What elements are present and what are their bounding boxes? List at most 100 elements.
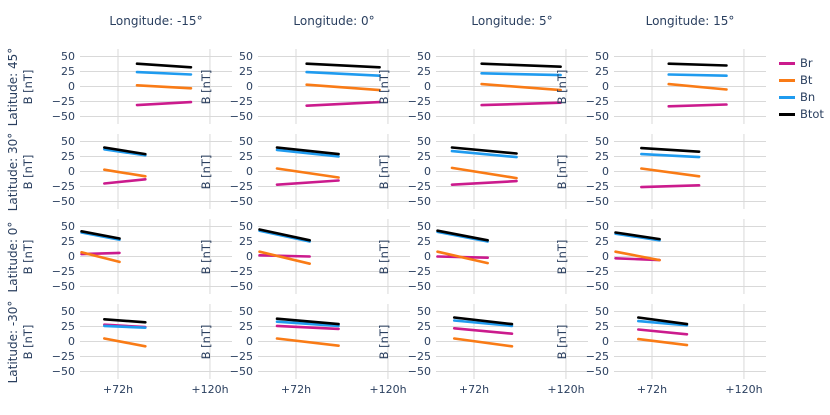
subplot-plot-area-lat-30°-lon-15°[interactable] [614, 134, 766, 209]
subplot-plot-area-lat-30°-lon-0°[interactable] [258, 134, 410, 209]
legend-item-bt[interactable]: Bt [779, 72, 824, 89]
y-tick-label: −25 [407, 95, 431, 108]
y-tick-label: 0 [424, 250, 431, 263]
y-tick-label: −25 [407, 180, 431, 193]
series-line-Br [637, 328, 689, 336]
y-tick-label: 50 [61, 50, 75, 63]
y-tick-label: 50 [595, 50, 609, 63]
subplot-plot-area-lat-45°-lon--15°[interactable] [80, 49, 232, 124]
y-axis-title: B [nT] [199, 154, 213, 189]
series-line-Bn [103, 324, 147, 330]
series-line-Br [450, 179, 518, 187]
y-tick-label: −50 [407, 280, 431, 293]
series-line-Br [275, 324, 340, 331]
legend-item-btot[interactable]: Btot [779, 106, 824, 123]
subplot-plot-area-lat-30°-lon-5°[interactable] [436, 134, 588, 209]
y-tick-label: 0 [246, 80, 253, 93]
legend: Br Bt Bn Btot [779, 55, 824, 123]
series-line-Br [640, 183, 701, 189]
series-line-Bn [667, 73, 728, 78]
y-tick-label: 0 [602, 80, 609, 93]
subplot-plot-area-lat-45°-lon-15°[interactable] [614, 49, 766, 124]
y-tick-label: −50 [229, 280, 253, 293]
subplot-plot-area-lat--30°-lon-0°[interactable] [258, 304, 410, 379]
y-tick-label: 25 [595, 150, 609, 163]
series-line-Bn [305, 70, 381, 78]
y-axis-title: B [nT] [555, 239, 569, 274]
y-tick-label: −25 [51, 350, 75, 363]
series-line-Bt [436, 250, 489, 265]
x-tick-label: +72h [636, 383, 668, 396]
series-line-Btot [135, 62, 193, 69]
x-tick-label: +72h [280, 383, 312, 396]
legend-item-br[interactable]: Br [779, 55, 824, 72]
legend-item-bn[interactable]: Bn [779, 89, 824, 106]
series-line-Bt [614, 250, 661, 262]
y-tick-label: −25 [51, 265, 75, 278]
series-line-Btot [80, 230, 121, 240]
y-tick-label: 25 [61, 320, 75, 333]
series-line-Btot [667, 62, 728, 67]
subplot-plot-area-lat--30°-lon-15°[interactable] [614, 304, 766, 379]
subplot-plot-area-lat-0°-lon-0°[interactable] [258, 219, 410, 294]
y-tick-label: 25 [239, 150, 253, 163]
y-axis-title: B [nT] [555, 69, 569, 104]
y-tick-label: −50 [51, 365, 75, 378]
y-tick-label: 25 [417, 320, 431, 333]
y-tick-label: −25 [229, 265, 253, 278]
series-line-Btot [436, 229, 489, 242]
series-line-Btot [103, 146, 147, 156]
y-axis-title: B [nT] [377, 324, 391, 359]
y-tick-label: −50 [229, 365, 253, 378]
facet-row-title-lat-30: Latitude: 30° [6, 132, 20, 212]
y-tick-label: 25 [61, 235, 75, 248]
facet-col-title-lon-5: Longitude: 5° [471, 14, 553, 28]
y-tick-label: −25 [407, 350, 431, 363]
series-line-Bt [80, 250, 121, 264]
series-line-Btot [305, 62, 381, 69]
y-tick-label: 50 [595, 305, 609, 318]
y-tick-label: 50 [595, 135, 609, 148]
y-tick-label: 0 [68, 335, 75, 348]
series-line-Bt [275, 337, 340, 348]
facet-row-title-lat-0: Latitude: 0° [6, 221, 20, 293]
subplot-plot-area-lat-0°-lon-5°[interactable] [436, 219, 588, 294]
legend-label-btot: Btot [800, 107, 824, 121]
series-line-Bt [103, 168, 147, 178]
facet-col-title-lon--15: Longitude: -15° [109, 14, 203, 28]
subplot-plot-area-lat-30°-lon--15°[interactable] [80, 134, 232, 209]
series-line-Bt [452, 337, 514, 348]
x-tick-label: +120h [191, 383, 229, 396]
subplot-plot-area-lat--30°-lon--15°[interactable] [80, 304, 232, 379]
subplot-plot-area-lat-0°-lon--15°[interactable] [80, 219, 232, 294]
y-tick-label: 0 [424, 80, 431, 93]
subplot-plot-area-lat-0°-lon-15°[interactable] [614, 219, 766, 294]
y-tick-label: 25 [417, 65, 431, 78]
series-line-Bt [103, 337, 147, 348]
series-line-Br [258, 253, 311, 258]
subplot-plot-area-lat-45°-lon-5°[interactable] [436, 49, 588, 124]
y-tick-label: 50 [239, 135, 253, 148]
y-tick-label: −50 [585, 365, 609, 378]
y-tick-label: 50 [61, 135, 75, 148]
y-tick-label: 0 [424, 335, 431, 348]
series-line-Bt [275, 167, 340, 179]
subplot-plot-area-lat--30°-lon-5°[interactable] [436, 304, 588, 379]
y-tick-label: 25 [595, 320, 609, 333]
subplot-plot-area-lat-45°-lon-0°[interactable] [258, 49, 410, 124]
y-axis-title: B [nT] [21, 154, 35, 189]
y-tick-label: 50 [417, 135, 431, 148]
series-line-Btot [103, 318, 147, 324]
x-tick-label: +72h [102, 383, 134, 396]
x-tick-label: +120h [725, 383, 763, 396]
series-line-Btot [275, 317, 340, 326]
y-axis-title: B [nT] [199, 69, 213, 104]
y-tick-label: 0 [68, 80, 75, 93]
series-line-Btot [614, 231, 661, 241]
facet-row-title-lat-45: Latitude: 45° [6, 47, 20, 127]
y-tick-label: 50 [61, 220, 75, 233]
y-tick-label: 25 [61, 150, 75, 163]
series-line-Bt [667, 82, 728, 91]
series-line-Bt [305, 83, 381, 92]
